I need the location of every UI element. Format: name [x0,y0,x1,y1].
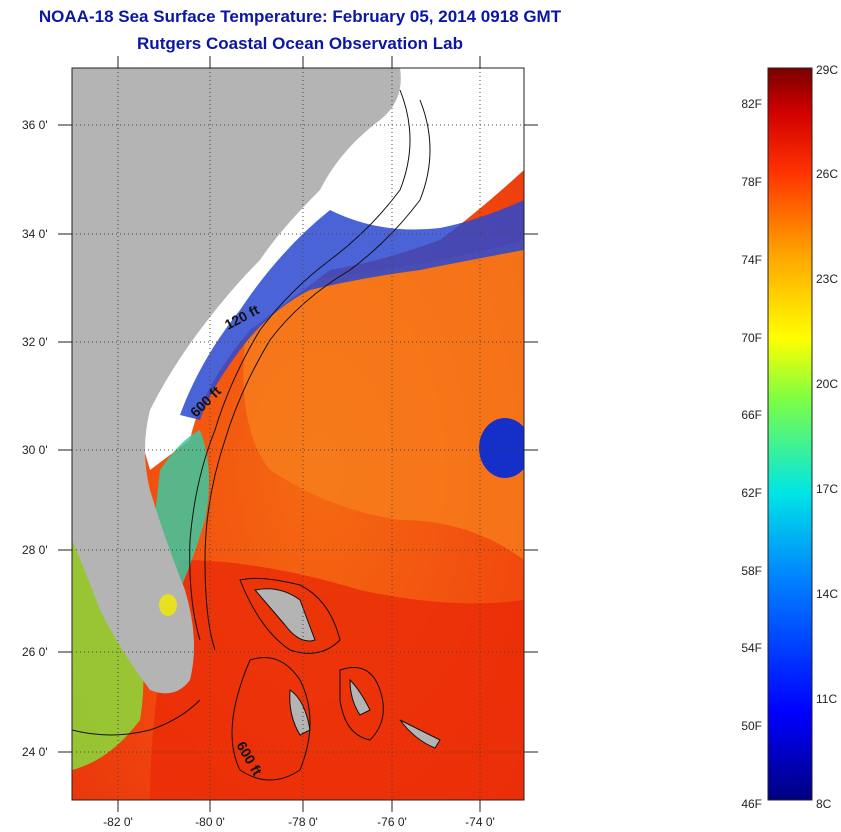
colorbar-f-78: 78F [741,175,762,189]
lon-label-74: -74 0' [465,815,495,829]
graticule [72,68,524,800]
land-mass [72,68,401,694]
lat-label-30: 30 0' [22,443,48,457]
map-title: NOAA-18 Sea Surface Temperature: Februar… [38,7,562,26]
bahamas-island-1 [254,588,316,642]
colorbar-f-50: 50F [741,719,762,733]
colorbar-c-26: 26C [816,167,838,181]
lat-label-34: 34 0' [22,227,48,241]
colorbar-f-66: 66F [741,408,762,422]
lon-label-82: -82 0' [103,815,133,829]
colorbar-c-14: 14C [816,587,838,601]
colorbar-f-82: 82F [741,97,762,111]
colorbar-f-58: 58F [741,564,762,578]
lat-label-28: 28 0' [22,543,48,557]
colorbar-f-62: 62F [741,486,762,500]
contour-120ft [189,89,411,641]
cold-eddy [479,418,524,478]
colorbar-c-17: 17C [816,482,838,496]
lat-label-26: 26 0' [22,645,48,659]
colorbar-f-70: 70F [741,331,762,345]
map-subtitle: Rutgers Coastal Ocean Observation Lab [137,34,463,53]
colorbar-f-54: 54F [741,641,762,655]
temperature-colorbar [767,67,813,801]
lon-label-78: -78 0' [288,815,318,829]
colorbar-f-46: 46F [741,797,762,811]
axis-ticks [58,56,538,812]
lon-label-76: -76 0' [377,815,407,829]
lat-label-36: 36 0' [22,118,48,132]
cold-shelf-water [180,200,524,420]
lat-label-32: 32 0' [22,335,48,349]
contour-bahamas-bank-2 [231,657,311,781]
lon-label-80: -80 0' [195,815,225,829]
bahamas-island-3 [349,678,371,716]
colorbar-c-11: 11C [816,692,837,706]
contour-florida-keys [72,699,201,736]
colorbar-c-8: 8C [816,797,832,811]
lake-okeechobee-overlay [159,594,177,616]
colorbar-c-23: 23C [816,272,838,286]
map-frame [71,67,525,801]
gulf-stream-warm-band [243,240,524,560]
contour-bahamas-bank-3 [339,667,384,741]
colorbar-f-74: 74F [741,253,762,267]
bahamas-island-4 [399,719,441,749]
bahamas-island-2 [289,689,311,736]
colorbar-c-20: 20C [816,377,838,391]
map-image [72,68,524,800]
contour-600ft [204,99,431,651]
colorbar-c-29: 29C [816,63,838,77]
lat-label-24: 24 0' [22,745,48,759]
contour-bahamas-bank [239,577,341,654]
